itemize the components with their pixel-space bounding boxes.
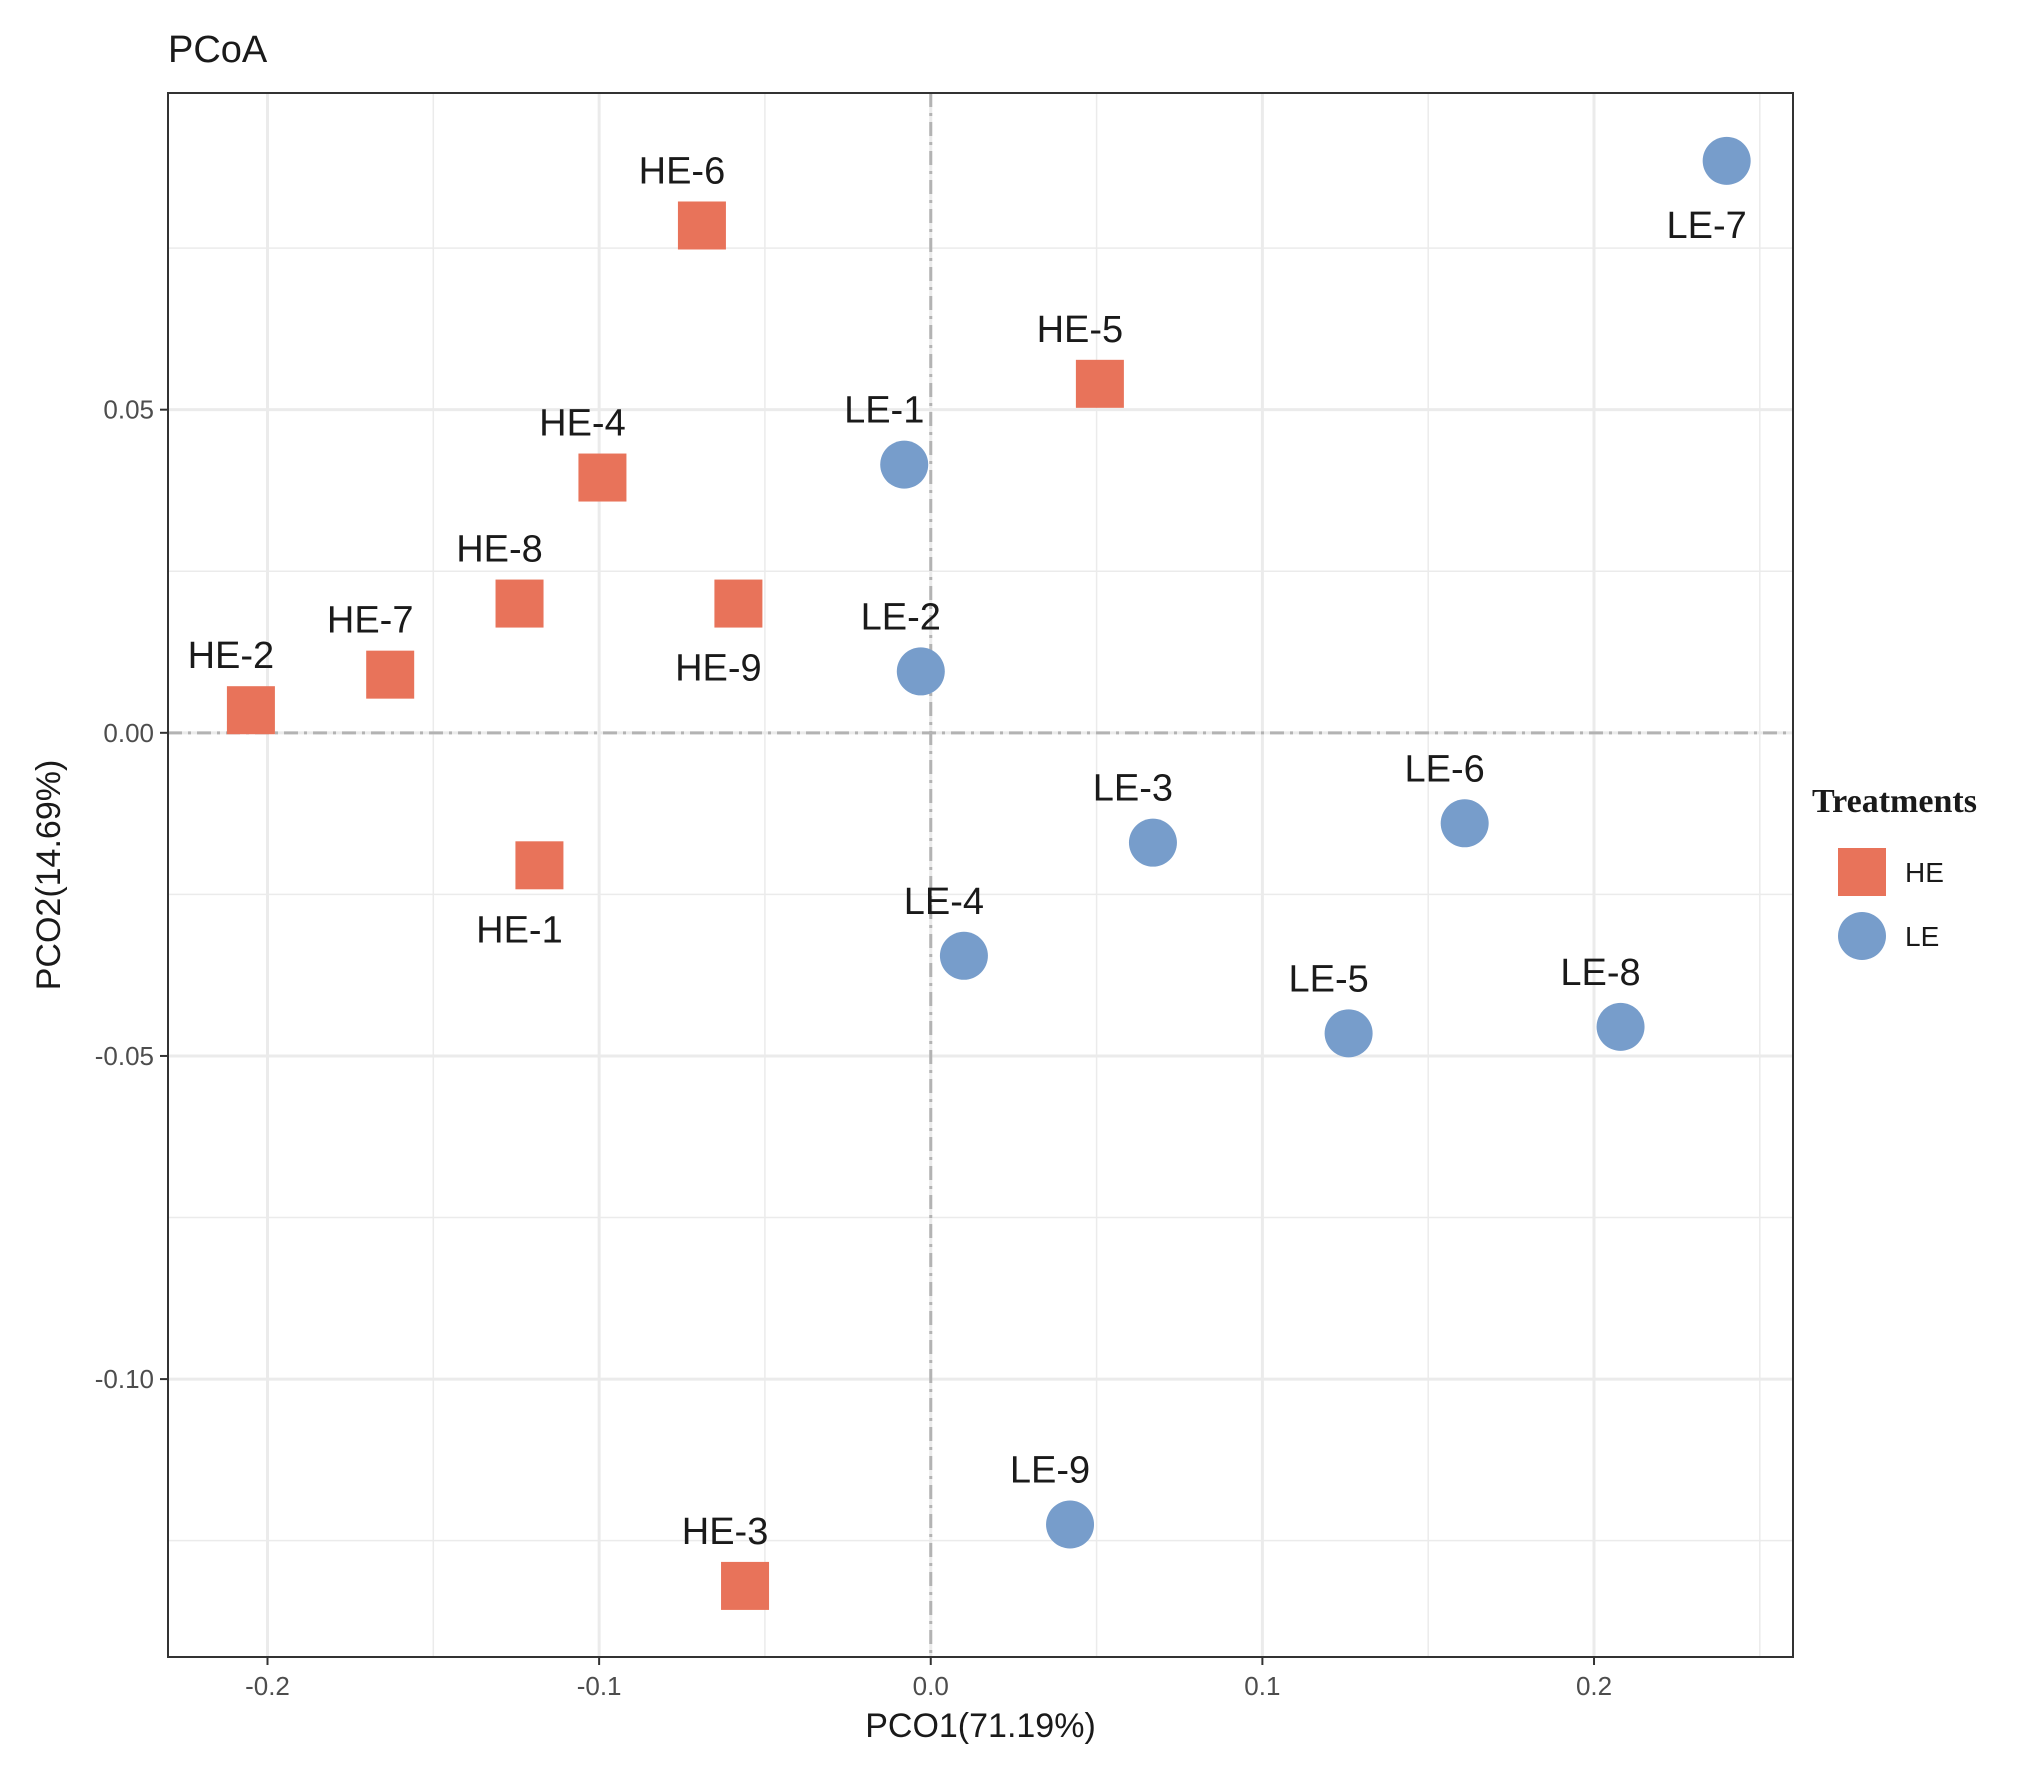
point-label-he-7: HE-7 bbox=[327, 600, 414, 642]
point-label-he-6: HE-6 bbox=[639, 150, 726, 192]
data-point-he-1 bbox=[515, 841, 564, 890]
data-points: HE-1 HE-2 HE-3 HE-4 HE-5 HE-6 HE-7 HE-8 HE-9 LE-1… bbox=[188, 136, 1751, 1610]
point-label-le-6: LE-6 bbox=[1405, 748, 1485, 790]
x-tick-label: 0.0 bbox=[913, 1671, 949, 1701]
point-label-he-4: HE-4 bbox=[539, 403, 626, 445]
data-point-he-5 bbox=[1075, 359, 1124, 408]
point-label-he-9: HE-9 bbox=[675, 648, 762, 690]
data-point-le-6 bbox=[1440, 799, 1489, 848]
y-tick-label: 0.05 bbox=[103, 395, 154, 425]
axis-ticks: -0.2 -0.1 0.0 0.1 0.2 -0.10 -0.05 0.00 0.05 bbox=[95, 395, 1612, 1701]
legend-label-le: LE bbox=[1905, 921, 1939, 952]
data-point-le-5 bbox=[1324, 1009, 1373, 1058]
x-tick-label: 0.1 bbox=[1244, 1671, 1280, 1701]
point-label-le-7: LE-7 bbox=[1667, 205, 1747, 247]
point-label-le-9: LE-9 bbox=[1010, 1450, 1090, 1492]
data-point-le-9 bbox=[1046, 1500, 1095, 1549]
point-label-le-1: LE-1 bbox=[844, 390, 924, 432]
data-point-he-6 bbox=[677, 201, 726, 250]
y-tick-label: 0.00 bbox=[103, 718, 154, 748]
data-point-le-1 bbox=[880, 440, 929, 489]
point-label-le-8: LE-8 bbox=[1560, 952, 1640, 994]
legend-label-he: HE bbox=[1905, 857, 1944, 888]
chart-title: PCoA bbox=[168, 29, 268, 71]
point-label-he-8: HE-8 bbox=[456, 529, 543, 571]
x-tick-label: 0.2 bbox=[1576, 1671, 1612, 1701]
data-point-he-3 bbox=[721, 1561, 770, 1610]
point-label-he-2: HE-2 bbox=[188, 635, 275, 677]
data-point-he-8 bbox=[495, 579, 544, 628]
data-point-he-9 bbox=[714, 579, 763, 628]
legend: Treatments HE LE bbox=[1812, 783, 1977, 960]
data-point-le-3 bbox=[1128, 818, 1177, 867]
point-label-le-3: LE-3 bbox=[1093, 768, 1173, 810]
legend-title: Treatments bbox=[1812, 783, 1977, 820]
plot-panel-border bbox=[167, 92, 1794, 1658]
data-point-he-4 bbox=[578, 453, 627, 502]
data-point-he-2 bbox=[226, 686, 275, 735]
y-axis-title: PCO2(14.69%) bbox=[30, 760, 68, 991]
point-label-le-5: LE-5 bbox=[1288, 958, 1368, 1000]
point-label-le-4: LE-4 bbox=[904, 881, 984, 923]
y-tick-label: -0.05 bbox=[95, 1041, 154, 1071]
data-point-le-4 bbox=[939, 931, 988, 980]
x-tick-label: -0.1 bbox=[577, 1671, 622, 1701]
x-tick-label: -0.2 bbox=[245, 1671, 290, 1701]
point-label-he-5: HE-5 bbox=[1037, 309, 1124, 351]
grid bbox=[168, 93, 1793, 1657]
y-tick-label: -0.10 bbox=[95, 1364, 154, 1394]
point-label-le-2: LE-2 bbox=[861, 596, 941, 638]
reference-lines bbox=[168, 93, 1793, 1657]
point-label-he-3: HE-3 bbox=[682, 1511, 769, 1553]
legend-key-le bbox=[1838, 912, 1886, 960]
point-label-he-1: HE-1 bbox=[476, 909, 563, 951]
legend-key-he bbox=[1838, 848, 1886, 896]
data-point-le-2 bbox=[896, 647, 945, 696]
data-point-le-8 bbox=[1596, 1002, 1645, 1051]
data-point-he-7 bbox=[366, 650, 415, 699]
x-axis-title: PCO1(71.19%) bbox=[865, 1707, 1096, 1745]
data-point-le-7 bbox=[1702, 136, 1751, 185]
